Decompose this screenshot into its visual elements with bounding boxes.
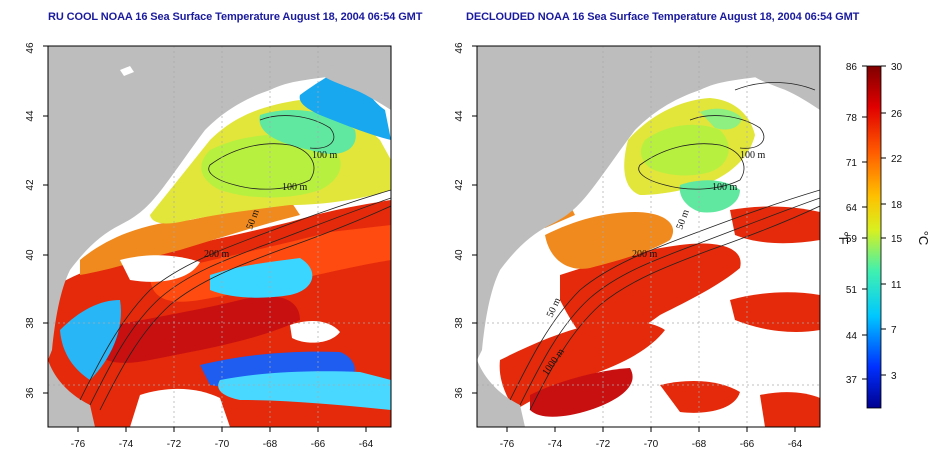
left-y-tick-label: 36 [25,387,36,399]
right-x-tick-label: -66 [740,439,755,450]
right-contour-label-200m: 200 m [632,249,658,260]
left-x-tick-label: -76 [71,439,86,450]
right-x-tick-label: -64 [788,439,803,450]
colorbar-c-tick-label: 15 [891,234,903,245]
left-panel-title: RU COOL NOAA 16 Sea Surface Temperature … [48,11,423,23]
right-map-frame [476,45,821,428]
right-axes [472,45,796,432]
right-bathymetry-contours [509,82,820,411]
right-graticule [477,46,820,427]
right-y-tick-label: 44 [454,110,465,122]
colorbar-ticks [862,65,886,380]
left-axes [43,45,367,432]
left-x-tick-label: -66 [311,439,326,450]
colorbar [866,65,882,409]
colorbar-c-tick-label: 22 [891,154,903,165]
colorbar-c-tick-label: 26 [891,109,903,120]
left-x-tick-label: -74 [119,439,134,450]
colorbar-c-tick-label: 30 [891,62,903,73]
colorbar-c-tick-label: 7 [891,325,897,336]
colorbar-fahrenheit-unit: °F [836,231,851,244]
colorbar-c-tick-label: 3 [891,371,897,382]
colorbar-f-tick-label: 51 [846,285,858,296]
left-y-tick-label: 38 [25,317,36,329]
colorbar-f-tick-label: 37 [846,375,858,386]
right-y-tick-label: 46 [454,42,465,54]
left-shelf-water [80,200,300,275]
right-contour-label-100m-north: 100 m [740,150,766,161]
right-x-tick-label: -76 [500,439,515,450]
colorbar-f-tick-label: 78 [846,113,858,124]
left-bathymetry-contours [79,115,391,411]
colorbar-c-tick-label: 18 [891,200,903,211]
right-x-tick-label: -70 [644,439,659,450]
colorbar-c-tick-label: 11 [891,280,902,291]
colorbar-f-tick-label: 64 [846,203,858,214]
left-y-tick-label: 46 [25,42,36,54]
right-y-tick-label: 40 [454,249,465,261]
right-contour-label-100m-georges: 100 m [712,182,738,193]
left-graticule [48,46,391,427]
right-panel-title: DECLOUDED NOAA 16 Sea Surface Temperatur… [466,11,860,23]
right-y-tick-label: 36 [454,387,465,399]
colorbar-celsius-unit: °C [916,231,931,246]
right-y-tick-label: 42 [454,179,465,191]
left-x-tick-label: -70 [215,439,230,450]
left-contour-label-100m-georges: 100 m [282,182,308,193]
left-map-frame [47,45,392,428]
right-x-tick-label: -68 [692,439,707,450]
left-x-tick-label: -72 [167,439,182,450]
colorbar-f-tick-label: 86 [846,62,858,73]
left-contour-label-100m-north: 100 m [312,150,338,161]
left-y-tick-label: 44 [25,110,36,122]
right-map: 100 m 100 m 50 m 200 m 50 m 1000 m [477,46,820,427]
colorbar-f-tick-label: 71 [846,158,858,169]
colorbar-f-tick-label: 59 [846,234,858,245]
left-x-tick-label: -64 [359,439,374,450]
left-x-tick-label: -68 [263,439,278,450]
colorbar-f-tick-label: 44 [846,331,858,342]
left-y-tick-label: 40 [25,249,36,261]
right-land [477,46,820,360]
left-y-tick-label: 42 [25,179,36,191]
right-y-tick-label: 38 [454,317,465,329]
right-x-tick-label: -72 [596,439,611,450]
left-land [48,46,391,360]
right-x-tick-label: -74 [548,439,563,450]
left-map: 100 m 100 m 50 m 200 m [48,46,391,427]
left-contour-label-200m: 200 m [204,249,230,260]
